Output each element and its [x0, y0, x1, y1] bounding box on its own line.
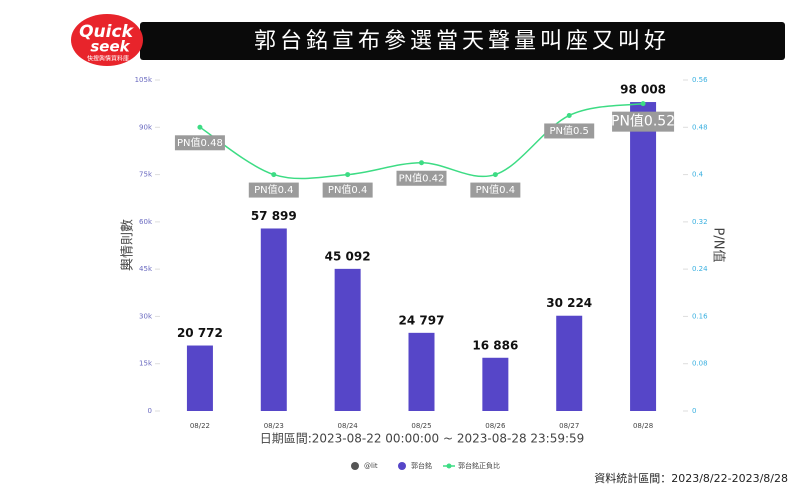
x-tick-label: 08/24: [338, 422, 359, 430]
point-label-box: [544, 123, 595, 139]
chart-title: 郭台銘宣布參選當天聲量叫座又叫好: [254, 29, 670, 54]
bar-value-label: 57 899: [251, 209, 297, 223]
y2-tick-label: 0.16: [692, 312, 708, 320]
bar: [334, 268, 361, 411]
y2-tick-label: 0.56: [692, 76, 708, 84]
line-point: [419, 160, 424, 166]
bar-value-label: 24 797: [399, 313, 445, 327]
logo-subtext: 快搜輿情資料庫: [87, 55, 129, 63]
bar: [556, 315, 583, 411]
x-tick-label: 08/27: [559, 422, 579, 430]
point-label-box: [322, 182, 373, 198]
point-label: PN值0.5: [550, 124, 589, 137]
bar-value-label: 45 092: [325, 249, 371, 263]
y-tick-label: 105k: [135, 76, 153, 84]
line-point: [345, 172, 351, 178]
legend-label: 郭台銘: [411, 461, 432, 470]
x-tick-label: 08/22: [190, 422, 210, 430]
line-point: [197, 124, 203, 130]
logo-badge: [71, 14, 143, 66]
bar: [260, 228, 287, 411]
line-point: [566, 112, 572, 118]
point-label: PN值0.4: [254, 183, 293, 196]
title-bar: [140, 22, 785, 60]
y-tick-label: 60k: [139, 218, 153, 226]
x-axis-title: 日期區間:2023-08-22 00:00:00 ~ 2023-08-28 23…: [260, 432, 585, 446]
y-tick-label: 90k: [139, 123, 153, 131]
y-tick-label: 30k: [139, 312, 153, 320]
legend-label: 郭台銘正負比: [458, 461, 500, 470]
footnote: 資料統計區間：2023/8/22-2023/8/28: [594, 471, 788, 485]
line-point: [271, 172, 277, 178]
legend-swatch: [398, 462, 406, 470]
legend-swatch: [446, 463, 452, 469]
line-point: [492, 172, 498, 178]
logo-text: Quick: [79, 22, 134, 42]
point-label: PN值0.52: [611, 114, 675, 130]
point-label-box: [248, 182, 299, 198]
bar-value-label: 20 772: [177, 326, 223, 340]
bar: [630, 102, 657, 412]
y-tick-label: 75k: [139, 171, 153, 179]
logo: Quick seek 快搜輿情資料庫: [71, 14, 143, 66]
x-tick-label: 08/26: [485, 422, 506, 430]
bar-value-label: 16 886: [472, 338, 518, 352]
point-label: PN值0.48: [177, 136, 223, 149]
y2-tick-label: 0.4: [692, 171, 704, 179]
point-label-box: [396, 170, 447, 186]
logo-text: seek: [90, 38, 130, 56]
y2-tick-label: 0.24: [692, 265, 708, 273]
y2-tick-label: 0: [692, 407, 696, 415]
point-label: PN值0.4: [328, 183, 367, 196]
bar-value-label: 30 224: [546, 296, 592, 310]
y-tick-label: 45k: [139, 265, 153, 273]
y2-tick-label: 0.08: [692, 360, 708, 368]
y2-tick-label: 0.32: [692, 218, 708, 226]
x-tick-label: 08/28: [633, 422, 653, 430]
y-tick-label: 0: [148, 407, 152, 415]
y-axis-title: 輿情則數: [121, 219, 136, 271]
point-label: PN值0.4: [476, 183, 515, 196]
bar: [186, 345, 213, 411]
y2-axis-title: P/N值: [711, 228, 727, 263]
y-tick-label: 15k: [139, 360, 153, 368]
bar: [408, 332, 435, 411]
x-tick-label: 08/25: [411, 422, 431, 430]
line-point: [640, 101, 646, 107]
x-tick-label: 08/23: [264, 422, 284, 430]
legend-label: @lit: [364, 462, 378, 470]
legend-swatch: [351, 462, 359, 470]
bar: [482, 357, 509, 411]
point-label-box: [612, 111, 675, 132]
y2-tick-label: 0.48: [692, 123, 708, 131]
point-label-box: [174, 135, 225, 151]
point-label-box: [470, 182, 521, 198]
point-label: PN值0.42: [399, 171, 445, 184]
bar-value-label: 98 008: [620, 83, 666, 97]
